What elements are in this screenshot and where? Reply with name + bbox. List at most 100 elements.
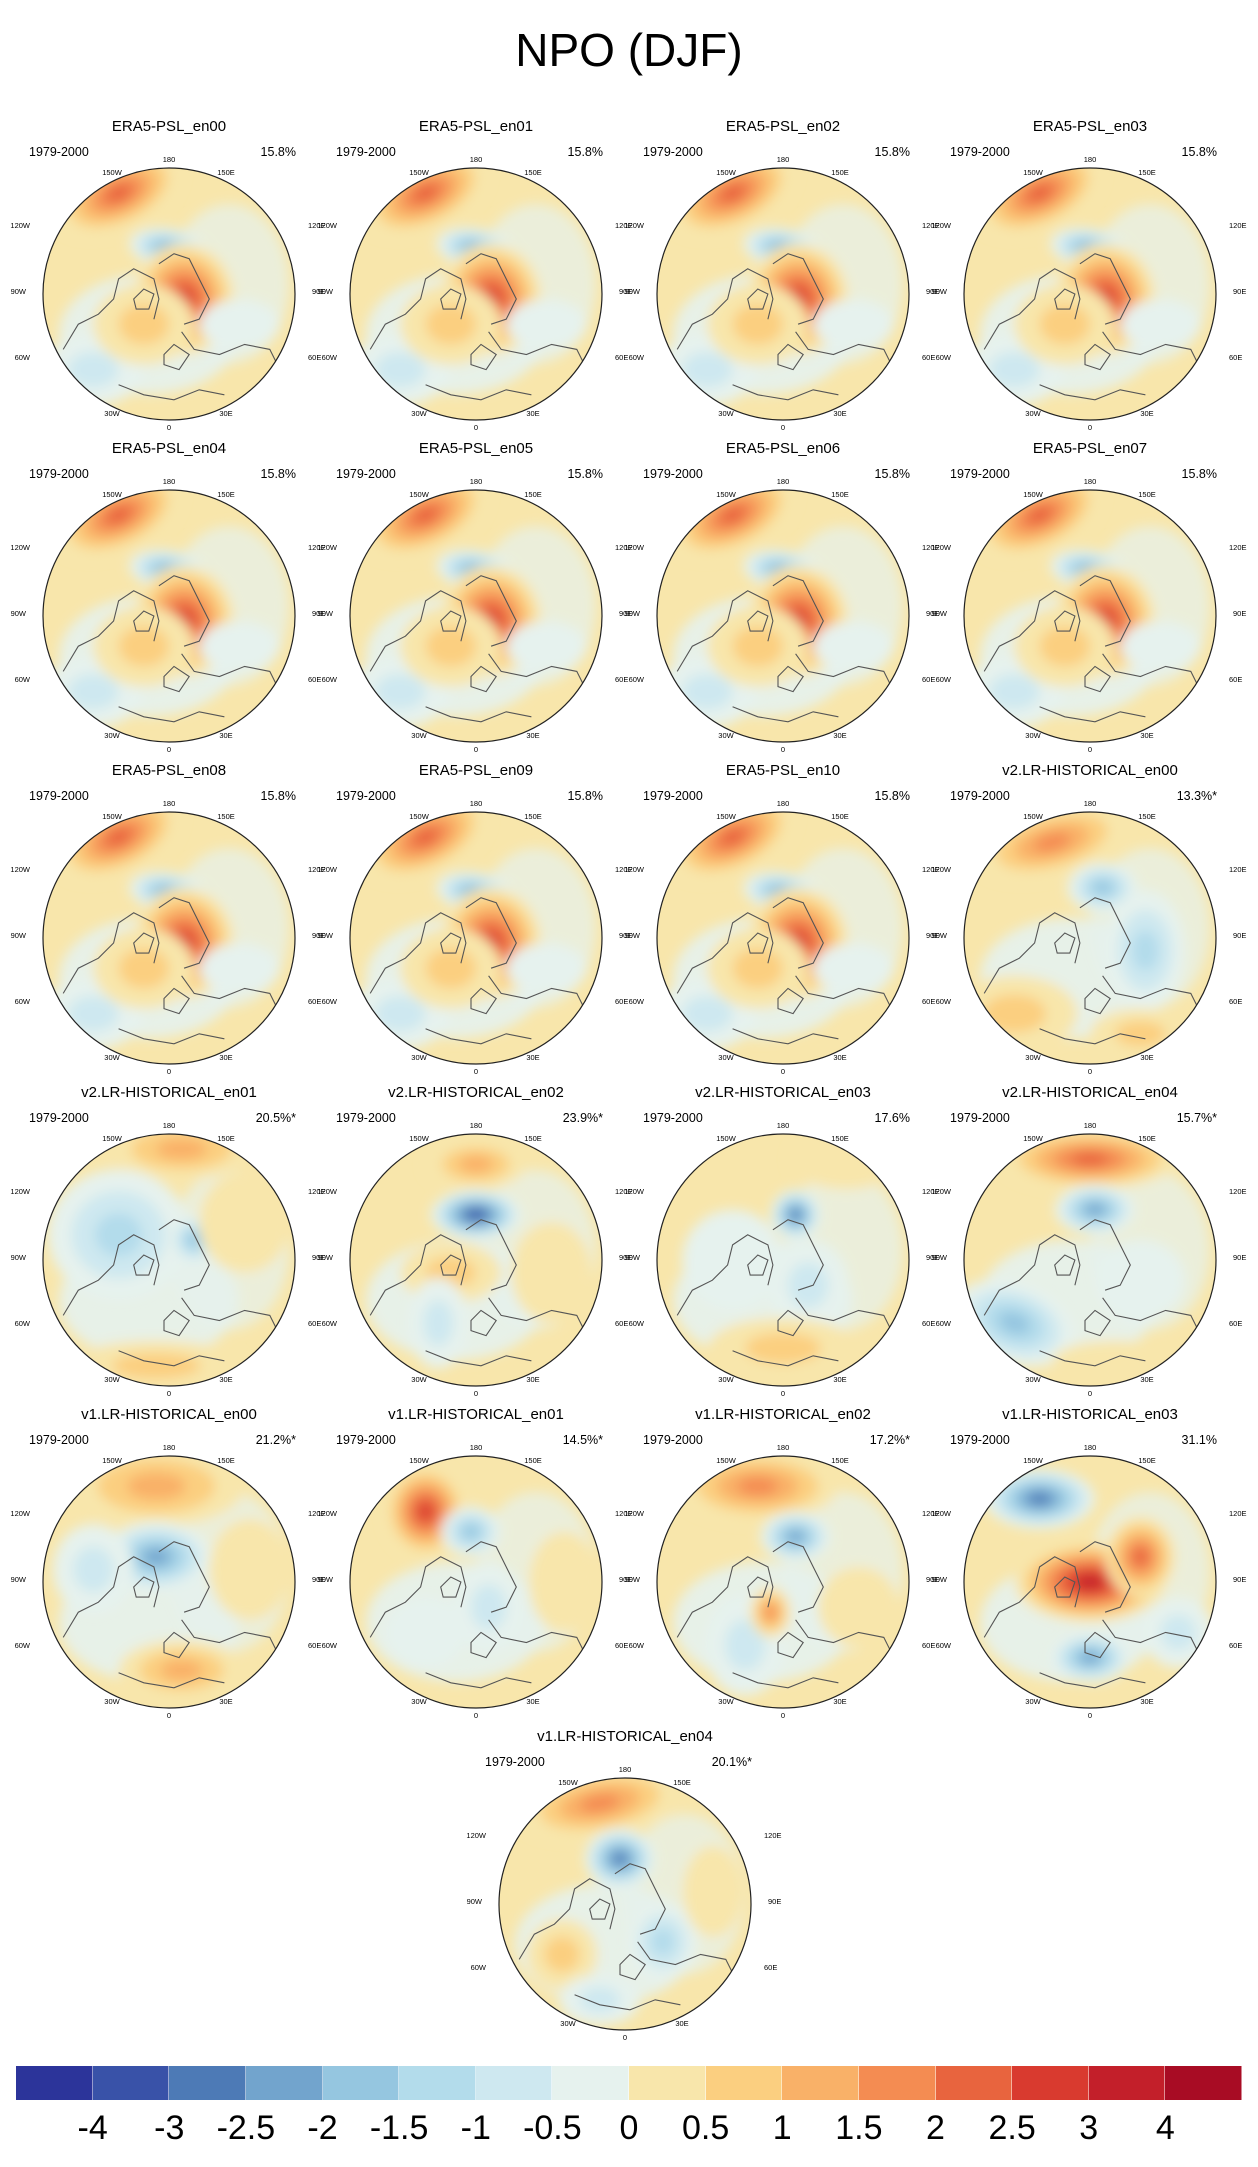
- map-panel: ERA5-PSL_en08 1979-2000 15.8% 180 150W 150E 12…: [10, 762, 325, 1076]
- longitude-label: 90E: [1233, 287, 1246, 296]
- coastline: [1102, 975, 1202, 1014]
- panel-period: 1979-2000: [29, 145, 89, 159]
- longitude-label: 150W: [102, 1134, 123, 1143]
- longitude-label: 30E: [219, 1375, 232, 1384]
- coastline: [163, 343, 190, 371]
- longitude-label: 120E: [615, 865, 633, 874]
- longitude-label: 120E: [922, 1187, 940, 1196]
- map-panel: v2.LR-HISTORICAL_en01 1979-2000 20.5%* 180 1…: [10, 1084, 325, 1398]
- map-boundary: [349, 489, 603, 743]
- negative-anomaly-contour: [469, 1211, 483, 1219]
- longitude-label: 150E: [524, 168, 542, 177]
- panel-title: ERA5-PSL_en00: [111, 118, 227, 135]
- coastline: [470, 987, 497, 1015]
- coastline: [440, 288, 462, 310]
- panel-title: v2.LR-HISTORICAL_en01: [81, 1084, 257, 1101]
- longitude-label: 90E: [926, 931, 939, 940]
- negative-anomaly-contour: [1132, 930, 1159, 971]
- colorbar-tick-label: 0: [619, 2109, 639, 2147]
- coastline: [62, 268, 160, 350]
- longitude-label: 150E: [1138, 812, 1156, 821]
- coastline: [795, 1619, 895, 1658]
- longitude-label: 30E: [219, 1053, 232, 1062]
- longitude-label: 90E: [1233, 1253, 1246, 1262]
- colorbar-tick-label: -1.5: [369, 2109, 429, 2147]
- longitude-label: 180: [1084, 477, 1097, 486]
- panel-variance-explained: 15.8%: [874, 467, 910, 481]
- coastline: [1054, 932, 1076, 954]
- polar-map: 180 150W 150E 120W 120E 90W 90E 60W 60E 30W 30E 0: [10, 155, 325, 432]
- longitude-label: 90E: [768, 1897, 781, 1906]
- positive-anomaly-contour: [982, 994, 1046, 1033]
- coastline: [133, 610, 155, 632]
- coastline: [1054, 288, 1076, 310]
- positive-anomaly-contour: [818, 1566, 899, 1648]
- panel-variance-explained: 17.2%*: [869, 1433, 910, 1447]
- panel-period: 1979-2000: [643, 145, 703, 159]
- longitude-label: 180: [470, 477, 483, 486]
- longitude-label: 30E: [219, 1697, 232, 1706]
- negative-anomaly-contour: [95, 1212, 143, 1257]
- longitude-label: 180: [163, 155, 176, 164]
- longitude-label: 60E: [615, 675, 628, 684]
- negative-anomaly-contour: [999, 1312, 1030, 1334]
- coastline: [1079, 897, 1131, 969]
- panel-title: v2.LR-HISTORICAL_en03: [695, 1084, 871, 1101]
- polar-map: 180 150W 150E 120W 120E 90W 90E 60W 60E 30W 30E 0: [624, 1443, 939, 1720]
- coastline: [488, 975, 588, 1014]
- panel-title: ERA5-PSL_en07: [1032, 440, 1148, 457]
- longitude-label: 90E: [312, 287, 325, 296]
- coastline: [425, 384, 532, 401]
- longitude-label: 30E: [526, 1375, 539, 1384]
- longitude-label: 150E: [217, 1456, 235, 1465]
- longitude-label: 60E: [308, 1641, 321, 1650]
- coastline: [440, 1576, 462, 1598]
- coastline: [62, 912, 160, 994]
- polar-map: 180 150W 150E 120W 120E 90W 90E 60W 60E 30W 30E 0: [931, 799, 1246, 1076]
- longitude-label: 90W: [318, 287, 334, 296]
- coastline: [440, 932, 462, 954]
- panel-title: v1.LR-HISTORICAL_en00: [81, 1406, 257, 1423]
- polar-map: 180 150W 150E 120W 120E 90W 90E 60W 60E 30W 30E 0: [931, 1443, 1246, 1720]
- longitude-label: 30W: [411, 409, 427, 418]
- positive-anomaly-contour: [765, 1605, 776, 1619]
- longitude-label: 60E: [615, 353, 628, 362]
- longitude-label: 30E: [1140, 409, 1153, 418]
- positive-anomaly-contour: [425, 948, 476, 989]
- longitude-label: 150E: [1138, 168, 1156, 177]
- longitude-label: 150W: [102, 168, 123, 177]
- panel-variance-explained: 31.1%: [1181, 1433, 1217, 1447]
- longitude-label: 90E: [619, 1253, 632, 1262]
- negative-anomaly-contour: [1160, 1614, 1196, 1651]
- longitude-label: 90E: [1233, 609, 1246, 618]
- map-panel: ERA5-PSL_en10 1979-2000 15.8% 180 150W 150E 12…: [624, 762, 939, 1076]
- coastline: [795, 331, 895, 370]
- longitude-label: 180: [1084, 799, 1097, 808]
- panel-variance-explained: 21.2%*: [255, 1433, 296, 1447]
- negative-anomaly-contour: [1086, 1204, 1104, 1215]
- longitude-label: 30E: [219, 731, 232, 740]
- coastline: [1039, 1672, 1146, 1689]
- coastline: [747, 1254, 769, 1276]
- longitude-label: 30W: [104, 731, 120, 740]
- positive-anomaly-contour: [720, 184, 745, 202]
- panel-period: 1979-2000: [336, 1433, 396, 1447]
- coastline: [1079, 1219, 1131, 1291]
- longitude-label: 120E: [615, 1509, 633, 1518]
- longitude-label: 60W: [471, 1963, 487, 1972]
- coastline: [1054, 1254, 1076, 1276]
- colorbar-tick-label: 2.5: [988, 2109, 1036, 2147]
- colorbar-segment: [1165, 2066, 1242, 2100]
- panel-period: 1979-2000: [950, 145, 1010, 159]
- negative-anomaly-contour: [788, 1262, 829, 1308]
- negative-anomaly-contour: [463, 1525, 479, 1538]
- longitude-label: 30W: [718, 1375, 734, 1384]
- positive-anomaly-contour: [511, 1222, 592, 1323]
- panel-title: v1.LR-HISTORICAL_en03: [1002, 1406, 1178, 1423]
- longitude-label: 90E: [619, 609, 632, 618]
- positive-anomaly-contour: [106, 828, 131, 846]
- longitude-label: 90E: [926, 1253, 939, 1262]
- longitude-label: 0: [1088, 1389, 1092, 1398]
- negative-anomaly-contour: [199, 621, 280, 672]
- coastline: [772, 897, 824, 969]
